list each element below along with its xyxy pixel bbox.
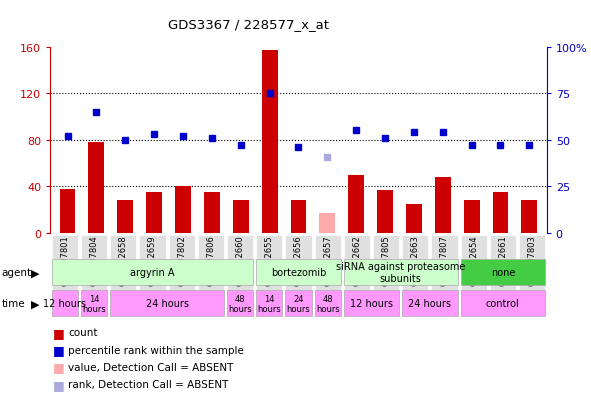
Text: ■: ■ bbox=[53, 326, 65, 339]
Text: rank, Detection Call = ABSENT: rank, Detection Call = ABSENT bbox=[68, 380, 228, 389]
Text: 24
hours: 24 hours bbox=[287, 294, 310, 313]
Bar bbox=[89, 143, 105, 233]
Text: GSM297805: GSM297805 bbox=[382, 235, 391, 285]
FancyBboxPatch shape bbox=[51, 260, 253, 286]
FancyBboxPatch shape bbox=[227, 291, 253, 316]
Text: GSM212663: GSM212663 bbox=[411, 235, 420, 286]
FancyBboxPatch shape bbox=[460, 291, 545, 316]
Text: GSM297804: GSM297804 bbox=[90, 235, 99, 285]
Text: GSM212661: GSM212661 bbox=[498, 235, 507, 285]
FancyBboxPatch shape bbox=[344, 260, 457, 286]
Text: 12 hours: 12 hours bbox=[43, 299, 86, 309]
Text: GDS3367 / 228577_x_at: GDS3367 / 228577_x_at bbox=[168, 18, 329, 31]
Text: GSM212657: GSM212657 bbox=[323, 235, 332, 285]
FancyBboxPatch shape bbox=[256, 260, 341, 286]
FancyBboxPatch shape bbox=[110, 235, 137, 312]
FancyBboxPatch shape bbox=[51, 235, 78, 312]
Bar bbox=[377, 190, 393, 233]
FancyBboxPatch shape bbox=[490, 235, 516, 312]
Bar bbox=[175, 187, 191, 233]
Bar bbox=[464, 201, 479, 233]
Bar bbox=[319, 214, 335, 233]
Bar bbox=[521, 201, 537, 233]
FancyBboxPatch shape bbox=[256, 291, 282, 316]
Text: GSM212662: GSM212662 bbox=[352, 235, 361, 285]
FancyBboxPatch shape bbox=[285, 291, 311, 316]
Bar bbox=[492, 193, 508, 233]
Text: GSM212658: GSM212658 bbox=[119, 235, 128, 285]
Text: GSM297802: GSM297802 bbox=[177, 235, 186, 285]
Text: ■: ■ bbox=[53, 378, 65, 391]
Text: 14
hours: 14 hours bbox=[82, 294, 106, 313]
Bar bbox=[60, 189, 76, 233]
FancyBboxPatch shape bbox=[81, 291, 107, 316]
Bar bbox=[348, 175, 364, 233]
Text: 24 hours: 24 hours bbox=[408, 299, 452, 309]
Text: GSM297806: GSM297806 bbox=[206, 235, 215, 286]
Text: 48
hours: 48 hours bbox=[316, 294, 340, 313]
Text: GSM297807: GSM297807 bbox=[440, 235, 449, 286]
Bar bbox=[262, 51, 278, 233]
FancyBboxPatch shape bbox=[431, 235, 457, 312]
FancyBboxPatch shape bbox=[314, 235, 341, 312]
Text: time: time bbox=[2, 299, 25, 309]
Text: 14
hours: 14 hours bbox=[257, 294, 281, 313]
FancyBboxPatch shape bbox=[168, 235, 195, 312]
Text: agent: agent bbox=[2, 268, 32, 278]
Text: 12 hours: 12 hours bbox=[350, 299, 393, 309]
Text: 48
hours: 48 hours bbox=[228, 294, 252, 313]
Text: ▶: ▶ bbox=[31, 299, 39, 309]
FancyBboxPatch shape bbox=[373, 235, 399, 312]
Text: count: count bbox=[68, 328, 98, 337]
Text: bortezomib: bortezomib bbox=[271, 268, 326, 278]
FancyBboxPatch shape bbox=[198, 235, 224, 312]
Text: value, Detection Call = ABSENT: value, Detection Call = ABSENT bbox=[68, 362, 233, 372]
Bar bbox=[291, 201, 306, 233]
FancyBboxPatch shape bbox=[402, 291, 457, 316]
Bar bbox=[204, 193, 220, 233]
Text: GSM212655: GSM212655 bbox=[265, 235, 274, 285]
Text: GSM297803: GSM297803 bbox=[528, 235, 537, 286]
Text: ■: ■ bbox=[53, 361, 65, 374]
FancyBboxPatch shape bbox=[460, 260, 545, 286]
Text: GSM212660: GSM212660 bbox=[236, 235, 245, 285]
FancyBboxPatch shape bbox=[344, 235, 370, 312]
Text: percentile rank within the sample: percentile rank within the sample bbox=[68, 345, 244, 355]
FancyBboxPatch shape bbox=[402, 235, 428, 312]
Bar bbox=[435, 178, 451, 233]
Bar bbox=[118, 201, 133, 233]
Text: GSM297801: GSM297801 bbox=[60, 235, 69, 285]
Text: control: control bbox=[486, 299, 519, 309]
Text: siRNA against proteasome
subunits: siRNA against proteasome subunits bbox=[336, 262, 465, 283]
FancyBboxPatch shape bbox=[110, 291, 224, 316]
FancyBboxPatch shape bbox=[139, 235, 165, 312]
Bar bbox=[406, 204, 422, 233]
FancyBboxPatch shape bbox=[51, 291, 78, 316]
FancyBboxPatch shape bbox=[519, 235, 545, 312]
FancyBboxPatch shape bbox=[256, 235, 282, 312]
Text: GSM212656: GSM212656 bbox=[294, 235, 303, 285]
Text: argyrin A: argyrin A bbox=[130, 268, 175, 278]
Text: ■: ■ bbox=[53, 343, 65, 356]
FancyBboxPatch shape bbox=[227, 235, 253, 312]
FancyBboxPatch shape bbox=[460, 235, 487, 312]
Bar bbox=[233, 201, 249, 233]
FancyBboxPatch shape bbox=[285, 235, 311, 312]
Text: none: none bbox=[491, 268, 515, 278]
FancyBboxPatch shape bbox=[314, 291, 341, 316]
FancyBboxPatch shape bbox=[344, 291, 399, 316]
Text: GSM212659: GSM212659 bbox=[148, 235, 157, 285]
Bar bbox=[146, 193, 162, 233]
Text: 24 hours: 24 hours bbox=[145, 299, 189, 309]
FancyBboxPatch shape bbox=[81, 235, 107, 312]
Text: GSM212654: GSM212654 bbox=[469, 235, 478, 285]
Text: ▶: ▶ bbox=[31, 268, 39, 278]
